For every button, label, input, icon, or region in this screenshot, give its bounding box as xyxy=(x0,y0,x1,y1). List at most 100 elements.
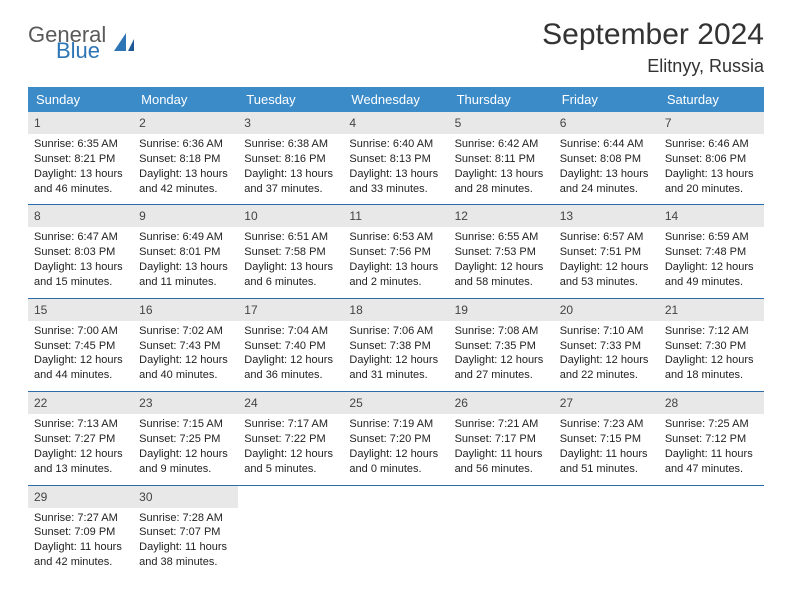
day-info: Sunrise: 6:55 AMSunset: 7:53 PMDaylight:… xyxy=(455,230,548,289)
daynum-bar: 1 xyxy=(28,112,133,134)
day-info: Sunrise: 6:36 AMSunset: 8:18 PMDaylight:… xyxy=(139,137,232,196)
daynum-bar: 30 xyxy=(133,486,238,508)
day-number: 11 xyxy=(349,209,361,223)
day-cell: 22 Sunrise: 7:13 AMSunset: 7:27 PMDayligh… xyxy=(28,392,133,484)
day-info: Sunrise: 7:13 AMSunset: 7:27 PMDaylight:… xyxy=(34,417,127,476)
day-info: Sunrise: 7:06 AMSunset: 7:38 PMDaylight:… xyxy=(349,324,442,383)
day-number: 20 xyxy=(560,303,573,317)
location: Elitnyy, Russia xyxy=(542,56,764,77)
day-number: 25 xyxy=(349,396,362,410)
day-number: 5 xyxy=(455,116,462,130)
calendar: SundayMondayTuesdayWednesdayThursdayFrid… xyxy=(28,87,764,578)
day-number: 21 xyxy=(665,303,678,317)
day-cell xyxy=(238,486,343,578)
daynum-bar: 3 xyxy=(238,112,343,134)
day-cell: 15 Sunrise: 7:00 AMSunset: 7:45 PMDayligh… xyxy=(28,299,133,391)
daynum-bar: 16 xyxy=(133,299,238,321)
week-row: 15 Sunrise: 7:00 AMSunset: 7:45 PMDayligh… xyxy=(28,299,764,392)
daynum-bar: 27 xyxy=(554,392,659,414)
day-cell: 8 Sunrise: 6:47 AMSunset: 8:03 PMDaylight… xyxy=(28,205,133,297)
day-cell: 28 Sunrise: 7:25 AMSunset: 7:12 PMDayligh… xyxy=(659,392,764,484)
day-number: 23 xyxy=(139,396,152,410)
day-info: Sunrise: 6:35 AMSunset: 8:21 PMDaylight:… xyxy=(34,137,127,196)
day-info: Sunrise: 6:47 AMSunset: 8:03 PMDaylight:… xyxy=(34,230,127,289)
day-number: 28 xyxy=(665,396,678,410)
day-info: Sunrise: 6:44 AMSunset: 8:08 PMDaylight:… xyxy=(560,137,653,196)
daynum-bar: 19 xyxy=(449,299,554,321)
day-number: 16 xyxy=(139,303,152,317)
week-row: 22 Sunrise: 7:13 AMSunset: 7:27 PMDayligh… xyxy=(28,392,764,485)
day-info: Sunrise: 6:51 AMSunset: 7:58 PMDaylight:… xyxy=(244,230,337,289)
day-number: 12 xyxy=(455,209,468,223)
day-cell: 25 Sunrise: 7:19 AMSunset: 7:20 PMDayligh… xyxy=(343,392,448,484)
month-title: September 2024 xyxy=(542,18,764,52)
day-info: Sunrise: 7:00 AMSunset: 7:45 PMDaylight:… xyxy=(34,324,127,383)
day-cell xyxy=(343,486,448,578)
daynum-bar: 22 xyxy=(28,392,133,414)
day-number: 14 xyxy=(665,209,678,223)
daynum-bar: 14 xyxy=(659,205,764,227)
day-number: 6 xyxy=(560,116,567,130)
day-info: Sunrise: 6:53 AMSunset: 7:56 PMDaylight:… xyxy=(349,230,442,289)
page-header: General Blue September 2024 Elitnyy, Rus… xyxy=(28,18,764,77)
day-info: Sunrise: 7:15 AMSunset: 7:25 PMDaylight:… xyxy=(139,417,232,476)
day-cell: 4Sunrise: 6:40 AMSunset: 8:13 PMDaylight… xyxy=(343,112,448,204)
daynum-bar: 25 xyxy=(343,392,448,414)
day-number: 29 xyxy=(34,490,47,504)
day-info: Sunrise: 7:27 AMSunset: 7:09 PMDaylight:… xyxy=(34,511,127,570)
daynum-bar: 23 xyxy=(133,392,238,414)
day-number: 15 xyxy=(34,303,47,317)
day-cell: 10 Sunrise: 6:51 AMSunset: 7:58 PMDayligh… xyxy=(238,205,343,297)
day-info: Sunrise: 7:28 AMSunset: 7:07 PMDaylight:… xyxy=(139,511,232,570)
day-number: 9 xyxy=(139,209,146,223)
day-info: Sunrise: 7:04 AMSunset: 7:40 PMDaylight:… xyxy=(244,324,337,383)
daynum-bar: 5 xyxy=(449,112,554,134)
day-number: 4 xyxy=(349,116,356,130)
day-info: Sunrise: 6:42 AMSunset: 8:11 PMDaylight:… xyxy=(455,137,548,196)
daynum-bar: 15 xyxy=(28,299,133,321)
day-number: 18 xyxy=(349,303,362,317)
day-info: Sunrise: 7:02 AMSunset: 7:43 PMDaylight:… xyxy=(139,324,232,383)
day-header: Thursday xyxy=(449,87,554,112)
daynum-bar: 7 xyxy=(659,112,764,134)
day-cell: 13Sunrise: 6:57 AMSunset: 7:51 PMDayligh… xyxy=(554,205,659,297)
day-cell: 18 Sunrise: 7:06 AMSunset: 7:38 PMDayligh… xyxy=(343,299,448,391)
day-info: Sunrise: 6:46 AMSunset: 8:06 PMDaylight:… xyxy=(665,137,758,196)
day-number: 2 xyxy=(139,116,146,130)
day-number: 30 xyxy=(139,490,152,504)
logo: General Blue xyxy=(28,24,138,62)
daynum-bar: 4 xyxy=(343,112,448,134)
day-info: Sunrise: 7:19 AMSunset: 7:20 PMDaylight:… xyxy=(349,417,442,476)
daynum-bar: 26 xyxy=(449,392,554,414)
day-number: 19 xyxy=(455,303,468,317)
day-cell: 11 Sunrise: 6:53 AMSunset: 7:56 PMDayligh… xyxy=(343,205,448,297)
day-cell: 30 Sunrise: 7:28 AMSunset: 7:07 PMDayligh… xyxy=(133,486,238,578)
day-cell: 6 Sunrise: 6:44 AMSunset: 8:08 PMDaylight… xyxy=(554,112,659,204)
day-cell: 12 Sunrise: 6:55 AMSunset: 7:53 PMDayligh… xyxy=(449,205,554,297)
day-info: Sunrise: 7:23 AMSunset: 7:15 PMDaylight:… xyxy=(560,417,653,476)
daynum-bar: 6 xyxy=(554,112,659,134)
week-row: 8 Sunrise: 6:47 AMSunset: 8:03 PMDaylight… xyxy=(28,205,764,298)
day-info: Sunrise: 7:25 AMSunset: 7:12 PMDaylight:… xyxy=(665,417,758,476)
daynum-bar: 28 xyxy=(659,392,764,414)
day-cell: 24 Sunrise: 7:17 AMSunset: 7:22 PMDayligh… xyxy=(238,392,343,484)
day-cell: 1 Sunrise: 6:35 AMSunset: 8:21 PMDaylight… xyxy=(28,112,133,204)
daynum-bar: 24 xyxy=(238,392,343,414)
day-number: 8 xyxy=(34,209,41,223)
day-header: Wednesday xyxy=(343,87,448,112)
day-number: 13 xyxy=(560,209,573,223)
daynum-bar: 8 xyxy=(28,205,133,227)
day-cell: 14Sunrise: 6:59 AMSunset: 7:48 PMDayligh… xyxy=(659,205,764,297)
week-row: 1 Sunrise: 6:35 AMSunset: 8:21 PMDaylight… xyxy=(28,112,764,205)
day-number: 1 xyxy=(34,116,41,130)
day-cell: 7 Sunrise: 6:46 AMSunset: 8:06 PMDaylight… xyxy=(659,112,764,204)
daynum-bar: 18 xyxy=(343,299,448,321)
day-header: Saturday xyxy=(659,87,764,112)
day-number: 24 xyxy=(244,396,257,410)
daynum-bar: 21 xyxy=(659,299,764,321)
daynum-bar: 29 xyxy=(28,486,133,508)
daynum-bar: 10 xyxy=(238,205,343,227)
day-cell xyxy=(554,486,659,578)
day-info: Sunrise: 7:17 AMSunset: 7:22 PMDaylight:… xyxy=(244,417,337,476)
day-header: Friday xyxy=(554,87,659,112)
